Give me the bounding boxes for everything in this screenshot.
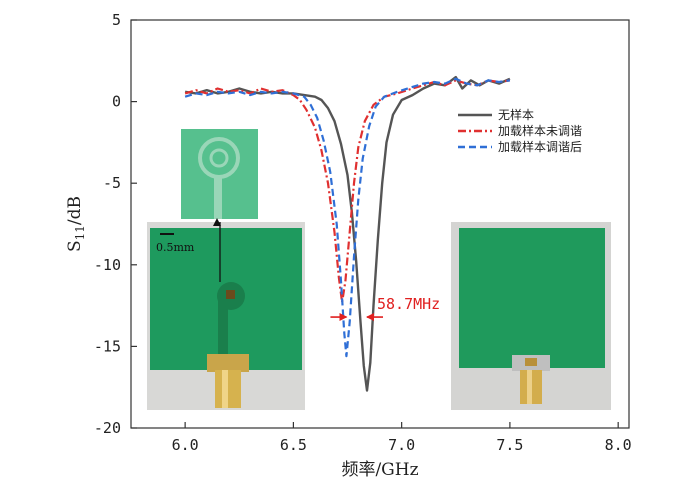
legend-label-2: 加载样本未调谐 — [498, 123, 582, 138]
y-axis-label-main: S — [65, 240, 85, 252]
connector-right-chip — [525, 358, 537, 366]
x-tick-label: 7.0 — [388, 436, 415, 454]
zoom-feed — [214, 176, 222, 219]
scale-bar-label: 0.5mm — [156, 241, 195, 254]
board-left-sample — [226, 290, 235, 299]
zoom-ring-inner — [209, 148, 229, 168]
connector-right-shine — [527, 370, 532, 404]
x-tick-label: 6.0 — [172, 436, 199, 454]
connector-left-shine — [222, 370, 228, 408]
x-tick-label: 6.5 — [280, 436, 307, 454]
x-tick-label: 8.0 — [605, 436, 632, 454]
inset-left-board — [147, 222, 305, 410]
y-tick-label: 0 — [112, 93, 121, 111]
axis-ticks: 6.0 6.5 7.0 7.5 8.0 5 0 -5 -10 -15 -20 — [94, 11, 632, 454]
board-left-feedline — [218, 300, 228, 356]
x-tick-label: 7.5 — [496, 436, 523, 454]
y-tick-label: -20 — [94, 419, 121, 437]
y-tick-label: -15 — [94, 337, 121, 355]
y-tick-label: 5 — [112, 11, 121, 29]
y-axis-label-unit: /dB — [65, 196, 85, 225]
series-line-3 — [184, 77, 511, 358]
inset-right-board — [451, 222, 611, 410]
legend-label-1: 无样本 — [498, 107, 534, 122]
y-tick-label: -10 — [94, 256, 121, 274]
legend-label-3: 加载样本调谐后 — [498, 139, 582, 154]
series-line-2 — [184, 79, 511, 304]
bandwidth-annotation: 58.7MHz — [330, 295, 440, 322]
y-axis-label-sub: 11 — [73, 225, 87, 240]
board-right-pcb — [459, 228, 605, 368]
y-axis-label: S11/dB — [65, 196, 87, 252]
x-axis-label: 频率/GHz — [341, 460, 418, 480]
inset-zoom: 0.5mm — [156, 129, 258, 282]
connector-left-base — [207, 354, 249, 372]
annotation-label: 58.7MHz — [377, 295, 440, 313]
series-layer — [184, 75, 511, 392]
y-tick-label: -5 — [103, 174, 121, 192]
